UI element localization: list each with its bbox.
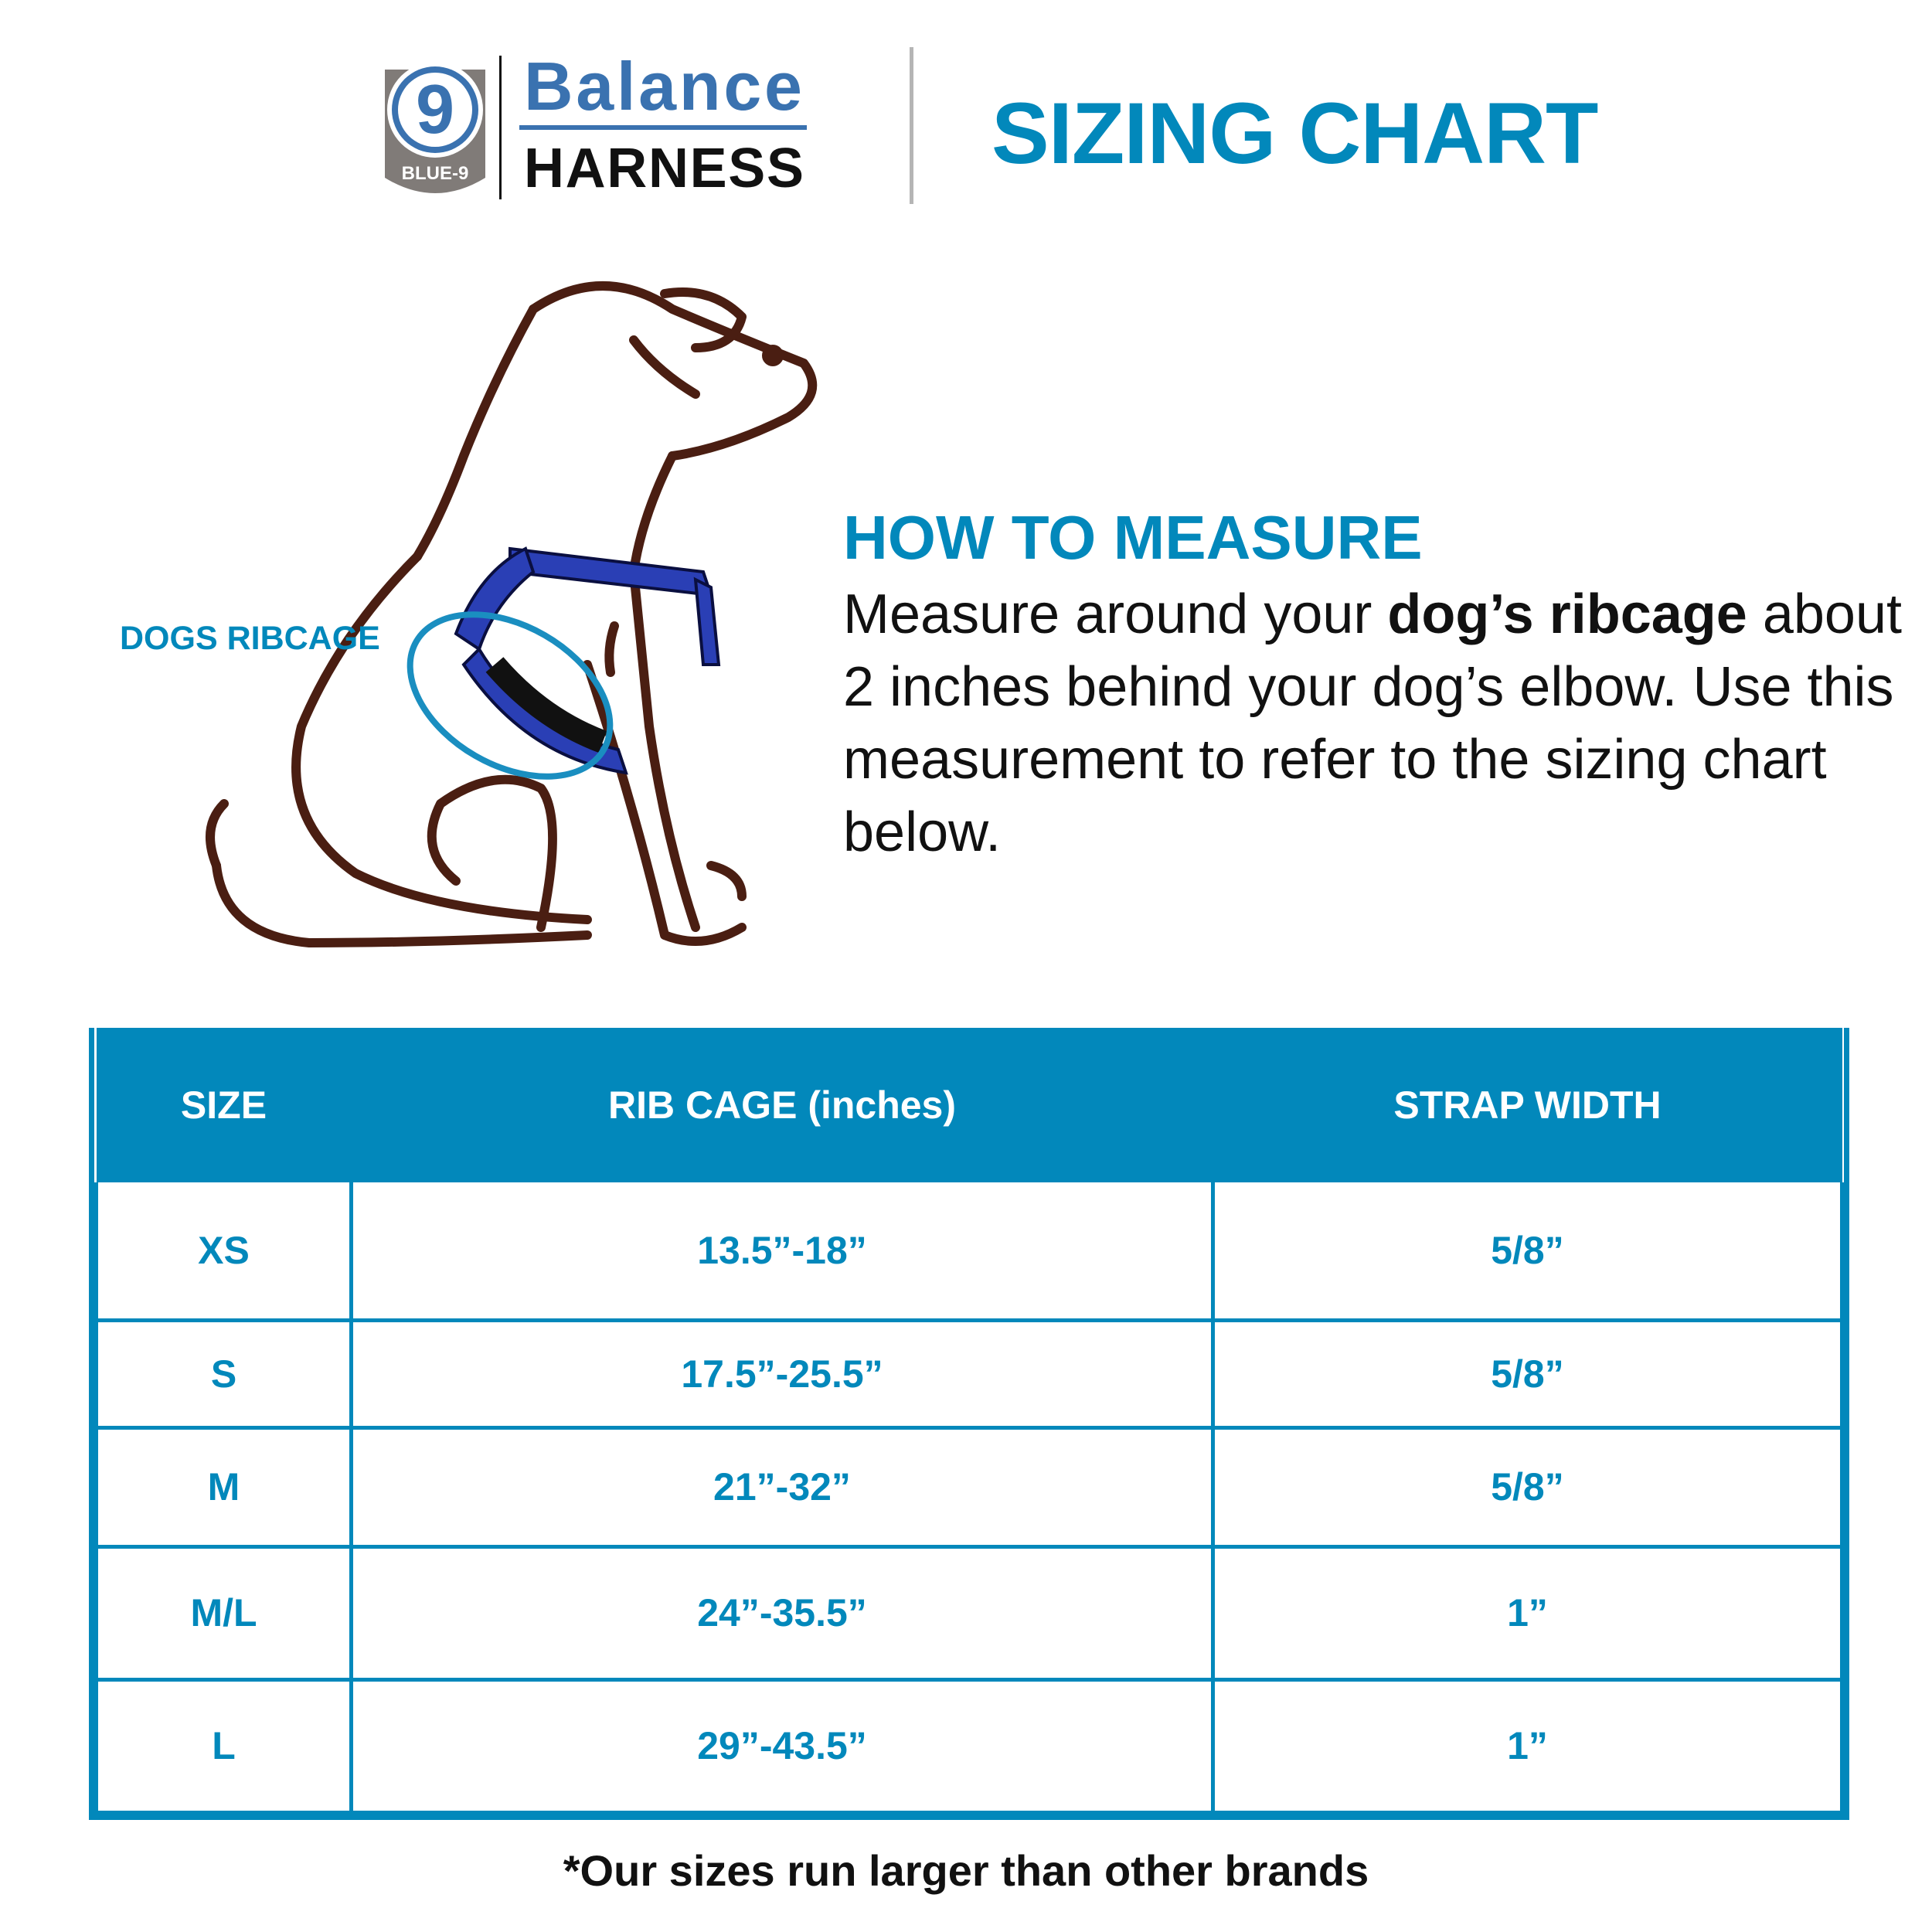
balance-harness-logo: 9 BLUE-9 Balance HARNESS <box>385 54 807 199</box>
instructions-emphasis: dog’s ribcage <box>1387 583 1747 645</box>
table-row: M/L 24”-35.5” 1” <box>94 1544 1844 1682</box>
cell-size: M <box>94 1425 353 1549</box>
table-header-row: SIZE RIB CAGE (inches) STRAP WIDTH <box>96 1028 1842 1182</box>
table-row: XS 13.5”-18” 5/8” <box>94 1182 1844 1322</box>
header-strap-width: STRAP WIDTH <box>1213 1028 1842 1182</box>
svg-text:BLUE-9: BLUE-9 <box>402 163 469 184</box>
cell-strap-width: 1” <box>1211 1544 1844 1682</box>
cell-strap-width: 5/8” <box>1211 1318 1844 1430</box>
header-divider <box>910 47 913 204</box>
ribcage-label: DOGS RIBCAGE <box>120 620 380 657</box>
cell-strap-width: 5/8” <box>1211 1425 1844 1549</box>
cell-size: M/L <box>94 1544 353 1682</box>
table-row: L 29”-43.5” 1” <box>94 1677 1844 1815</box>
page-title: SIZING CHART <box>992 85 1598 182</box>
how-to-measure-heading: HOW TO MEASURE <box>843 503 1423 572</box>
table-row: S 17.5”-25.5” 5/8” <box>94 1318 1844 1430</box>
cell-rib-cage: 17.5”-25.5” <box>349 1318 1215 1430</box>
header-size: SIZE <box>96 1028 352 1182</box>
svg-text:HARNESS: HARNESS <box>524 138 804 199</box>
cell-strap-width: 5/8” <box>1211 1182 1844 1322</box>
svg-text:Balance: Balance <box>524 54 802 124</box>
instructions-text-start: Measure around your <box>843 583 1388 645</box>
dog-harness-illustration <box>206 281 818 947</box>
cell-size: S <box>94 1318 353 1430</box>
cell-rib-cage: 21”-32” <box>349 1425 1215 1549</box>
sizing-table: SIZE RIB CAGE (inches) STRAP WIDTH XS 13.… <box>89 1028 1849 1820</box>
cell-rib-cage: 24”-35.5” <box>349 1544 1215 1682</box>
cell-rib-cage: 29”-43.5” <box>349 1677 1215 1815</box>
cell-size: L <box>94 1677 353 1815</box>
footer-note: *Our sizes run larger than other brands <box>563 1846 1369 1895</box>
table-row: M 21”-32” 5/8” <box>94 1425 1844 1549</box>
svg-text:9: 9 <box>416 71 454 148</box>
header-rib-cage: RIB CAGE (inches) <box>351 1028 1213 1182</box>
cell-size: XS <box>94 1182 353 1322</box>
cell-rib-cage: 13.5”-18” <box>349 1182 1215 1322</box>
how-to-measure-text: Measure around your dog’s ribcage about … <box>843 578 1925 869</box>
instructions-text-end: about 2 inches behind your dog’s elbow. … <box>843 583 1903 863</box>
cell-strap-width: 1” <box>1211 1677 1844 1815</box>
